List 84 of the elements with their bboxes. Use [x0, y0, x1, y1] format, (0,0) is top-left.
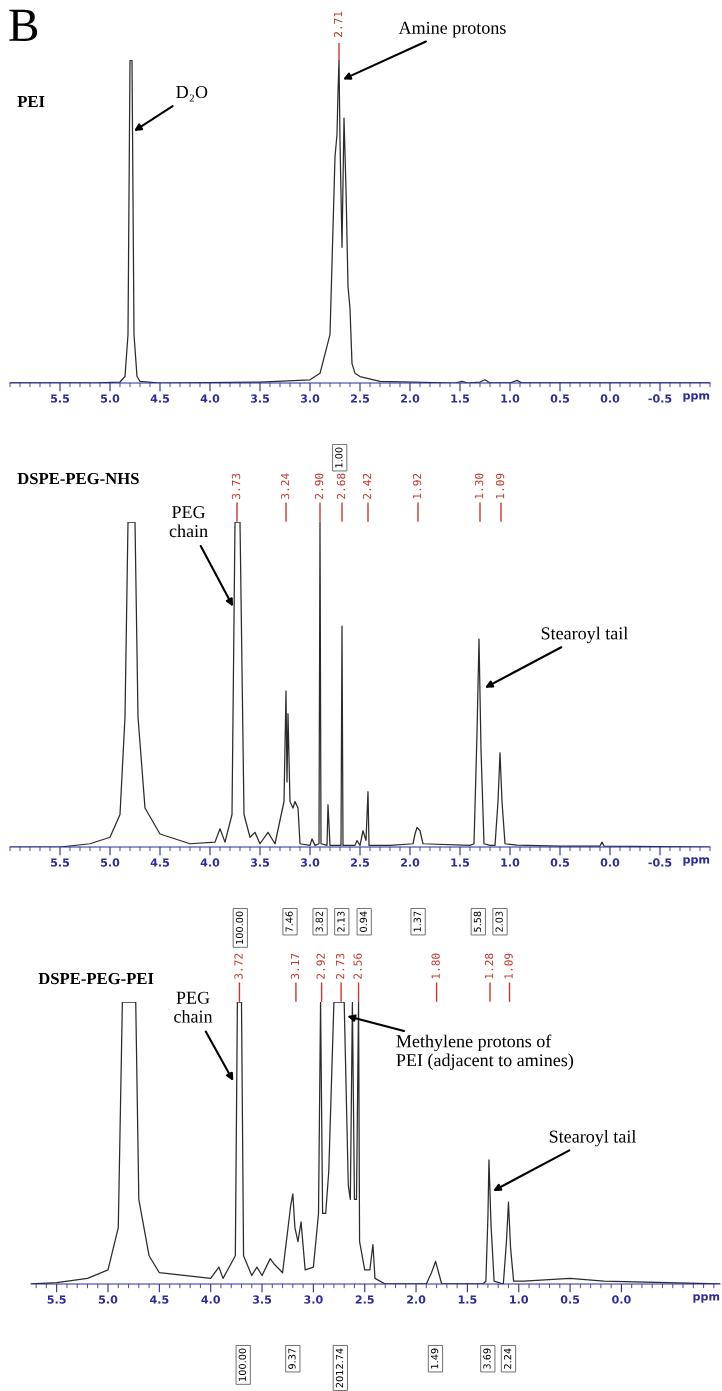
text: 3.82 [315, 911, 323, 932]
x-axis-title: ppm [683, 393, 710, 402]
x2-tick-label: 3.72 [234, 953, 243, 979]
text: B [9, 9, 38, 41]
x-tick-label: 1.0 [501, 858, 520, 867]
x-tick-label: 2.5 [355, 1295, 374, 1304]
text: 2.13 [337, 911, 345, 932]
x-tick-label: 1.5 [451, 858, 470, 867]
chart-title: DSPE-PEG-PEI [38, 972, 154, 985]
x2-tick-label: 1.09 [504, 953, 513, 979]
x-tick-label: 5.0 [101, 394, 120, 403]
x-axis-title: ppm [693, 1294, 720, 1303]
x-tick-label: 1.5 [451, 394, 470, 403]
x-tick-label: 3.0 [300, 858, 320, 867]
x-tick-label: -0.5 [648, 858, 672, 867]
x-tick-label: 4.5 [150, 394, 170, 403]
text: 1.37 [413, 911, 421, 932]
text: 1.00 [335, 447, 343, 468]
x-tick-label: 0.0 [600, 858, 620, 867]
x-tick-label: 5.5 [47, 1295, 66, 1304]
annotation: PEG chain [174, 991, 213, 1023]
x-tick-label: 4.5 [150, 858, 170, 867]
text: 9.37 [288, 1348, 296, 1369]
x2-tick-label: 1.92 [412, 473, 422, 499]
x-tick-label: 2.0 [407, 1295, 426, 1304]
annotation: Stearoyl tail [549, 1129, 637, 1147]
x-tick-label: 5.0 [99, 1295, 118, 1304]
x-tick-label: 1.5 [458, 1295, 477, 1304]
text: 0.94 [359, 911, 368, 932]
x-axis-title: ppm [683, 857, 710, 866]
x-tick-label: 5.5 [51, 394, 70, 403]
text: 100.00 [238, 1348, 247, 1381]
x2-tick-label: 3.17 [290, 953, 300, 979]
x-tick-label: 0.5 [560, 1295, 580, 1304]
annotation: Stearoyl tail [541, 626, 628, 644]
x2-tick-label: 2.90 [314, 473, 324, 499]
x-tick-label: 3.5 [250, 858, 270, 867]
chart-title: DSPE-PEG-NHS [17, 472, 139, 485]
x-tick-label: 0.5 [550, 394, 570, 403]
x2-tick-label: 2.68 [336, 473, 346, 499]
x2-tick-label: 2.92 [316, 953, 325, 979]
x-tick-label: 2.0 [401, 858, 420, 867]
x-tick-label: 0.5 [550, 858, 570, 867]
text: 2.03 [495, 911, 503, 932]
annotation: PEG chain [169, 506, 208, 538]
x-tick-label: 1.0 [501, 394, 520, 403]
x-tick-label: 3.0 [300, 394, 320, 403]
x-tick-label: 0.0 [600, 394, 620, 403]
text: 1.49 [430, 1348, 439, 1369]
x-tick-label: 5.0 [101, 858, 120, 867]
x2-tick-label: 3.24 [280, 473, 290, 499]
text: 7.46 [285, 911, 293, 932]
x2-tick-label: 1.09 [495, 473, 505, 499]
x-tick-label: 4.0 [201, 1295, 221, 1304]
x-tick-label: 4.0 [200, 858, 220, 867]
x-tick-label: 2.5 [351, 858, 370, 867]
x-tick-label: 0.0 [612, 1295, 631, 1304]
annotation: Methylene protons of PEI (adjacent to amines) [396, 1034, 574, 1070]
x-tick-label: 3.5 [252, 1295, 272, 1304]
text: 3.69 [483, 1348, 491, 1369]
x2-tick-label: 1.28 [484, 953, 494, 979]
text: PEI [17, 96, 45, 108]
x-tick-label: 5.5 [51, 858, 70, 867]
annotation: Amine protons [398, 21, 506, 38]
x-tick-label: 2.5 [351, 394, 370, 403]
x2-tick-label: 1.80 [431, 953, 440, 979]
x-tick-label: 4.5 [150, 1295, 169, 1304]
text: 2012.74 [335, 1348, 344, 1388]
text: 100.00 [235, 911, 244, 944]
text: 2.24 [503, 1348, 512, 1369]
x2-tick-label: 2.42 [362, 473, 372, 499]
x-tick-label: 4.0 [200, 394, 220, 403]
x-tick-label: 3.0 [304, 1295, 323, 1304]
text: 5.58 [473, 911, 482, 932]
x2-tick-label: 3.73 [231, 473, 241, 499]
x2-tick-label: 1.30 [474, 473, 484, 499]
x2-tick-label: 2.56 [353, 953, 362, 979]
x-tick-label: -0.5 [648, 394, 672, 403]
annotation: 2.71 [333, 11, 343, 37]
annotation: D₂O [176, 85, 208, 102]
x-tick-label: 1.0 [510, 1295, 529, 1304]
x-tick-label: 3.5 [250, 394, 270, 403]
x2-tick-label: 2.73 [335, 953, 345, 979]
x-tick-label: 2.0 [401, 394, 420, 403]
